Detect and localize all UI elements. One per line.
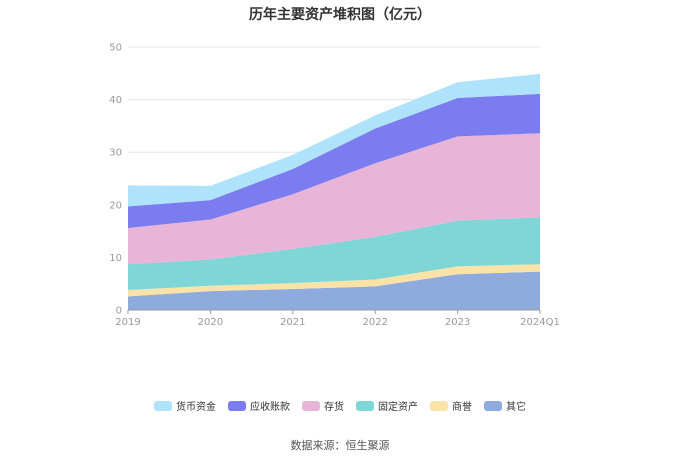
area-series-3 <box>128 133 540 265</box>
legend-item[interactable]: 固定资产 <box>356 398 418 413</box>
data-source: 数据来源：恒生聚源 <box>290 439 390 452</box>
area-series-1 <box>128 264 540 297</box>
legend-label: 应收账款 <box>250 402 290 413</box>
legend-label: 存货 <box>324 402 344 413</box>
legend-swatch <box>154 400 172 411</box>
y-tick-label: 20 <box>109 200 122 211</box>
y-tick-label: 50 <box>109 43 122 54</box>
area-series-4 <box>128 93 540 228</box>
axes: 0 10 20 30 40 50 2019 2020 2021 2022 2023 2024Q1 <box>109 43 560 329</box>
chart-title: 历年主要资产堆积图（亿元） <box>249 7 431 23</box>
legend-label: 固定资产 <box>378 402 418 413</box>
legend-swatch <box>302 400 320 411</box>
x-tick-label: 2022 <box>362 317 387 328</box>
area-series-0 <box>128 271 540 310</box>
legend-item[interactable]: 货币资金 <box>154 398 216 413</box>
area-series <box>128 73 540 310</box>
x-tick-label: 2019 <box>115 317 140 328</box>
legend-swatch <box>484 400 502 411</box>
area-series-2 <box>128 217 540 291</box>
legend-swatch <box>228 400 246 411</box>
y-tick-label: 0 <box>116 306 122 317</box>
legend-item[interactable]: 商誉 <box>430 398 472 413</box>
y-tick-label: 40 <box>109 95 122 106</box>
x-tick-label: 2020 <box>198 317 223 328</box>
legend-label: 货币资金 <box>176 402 216 413</box>
legend-swatch <box>356 400 374 411</box>
legend-label: 其它 <box>506 402 526 413</box>
legend: 货币资金 应收账款 存货 固定资产 商誉 其它 <box>0 398 680 413</box>
y-tick-label: 10 <box>109 253 122 264</box>
legend-swatch <box>430 400 448 411</box>
legend-label: 商誉 <box>452 402 472 413</box>
legend-item[interactable]: 存货 <box>302 398 344 413</box>
x-tick-label: 2021 <box>280 317 305 328</box>
x-tick-label: 2024Q1 <box>520 317 560 328</box>
x-tick-label: 2023 <box>445 317 470 328</box>
legend-item[interactable]: 应收账款 <box>228 398 290 413</box>
legend-item[interactable]: 其它 <box>484 398 526 413</box>
area-series-5 <box>128 73 540 207</box>
y-tick-label: 30 <box>109 148 122 159</box>
